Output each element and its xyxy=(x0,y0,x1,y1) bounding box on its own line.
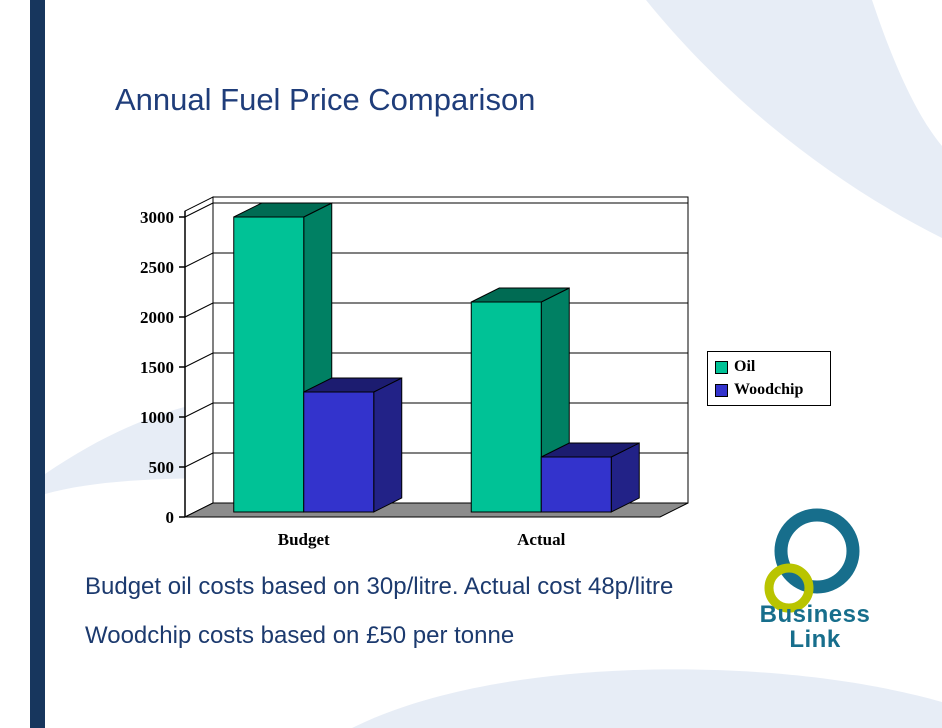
y-axis: 0 500 1000 1500 2000 2500 3000 xyxy=(140,208,186,527)
note-woodchip-costs: Woodchip costs based on £50 per tonne xyxy=(85,622,515,649)
bar-woodchip-actual xyxy=(540,442,640,513)
y-tick-label: 0 xyxy=(166,508,175,527)
y-tick-label: 2500 xyxy=(140,258,174,277)
logo-ring-large xyxy=(774,508,860,594)
x-category-label: Budget xyxy=(278,530,330,549)
legend-swatch-woodchip xyxy=(715,383,728,397)
left-accent-bar xyxy=(30,0,45,728)
logo-rings xyxy=(764,508,860,613)
swoosh-bottom xyxy=(352,669,942,728)
y-tick-label: 2000 xyxy=(140,308,174,327)
legend-label: Oil xyxy=(734,358,756,375)
legend-item-oil: Oil xyxy=(715,358,823,376)
bar-oil-budget xyxy=(233,202,333,513)
legend-swatch-oil xyxy=(715,360,728,374)
slide-title: Annual Fuel Price Comparison xyxy=(115,82,536,117)
y-tick-label: 1000 xyxy=(140,408,174,427)
legend-item-woodchip: Woodchip xyxy=(715,381,823,399)
y-tick-label: 500 xyxy=(149,458,175,477)
swoosh-top-right xyxy=(646,0,942,238)
note-oil-costs: Budget oil costs based on 30p/litre. Act… xyxy=(85,573,674,600)
bar-woodchip-budget xyxy=(303,377,403,513)
logo-ring-small xyxy=(764,563,814,613)
logo-text-business: Business xyxy=(759,601,871,628)
chart-legend: Oil Woodchip xyxy=(707,351,831,406)
y-tick-label: 1500 xyxy=(140,358,174,377)
logo-text-link: Link xyxy=(789,626,841,653)
business-link-logo: Business Link xyxy=(740,485,890,652)
y-tick-label: 3000 xyxy=(140,208,174,227)
legend-label: Woodchip xyxy=(734,381,804,398)
x-category-label: Actual xyxy=(517,530,565,549)
